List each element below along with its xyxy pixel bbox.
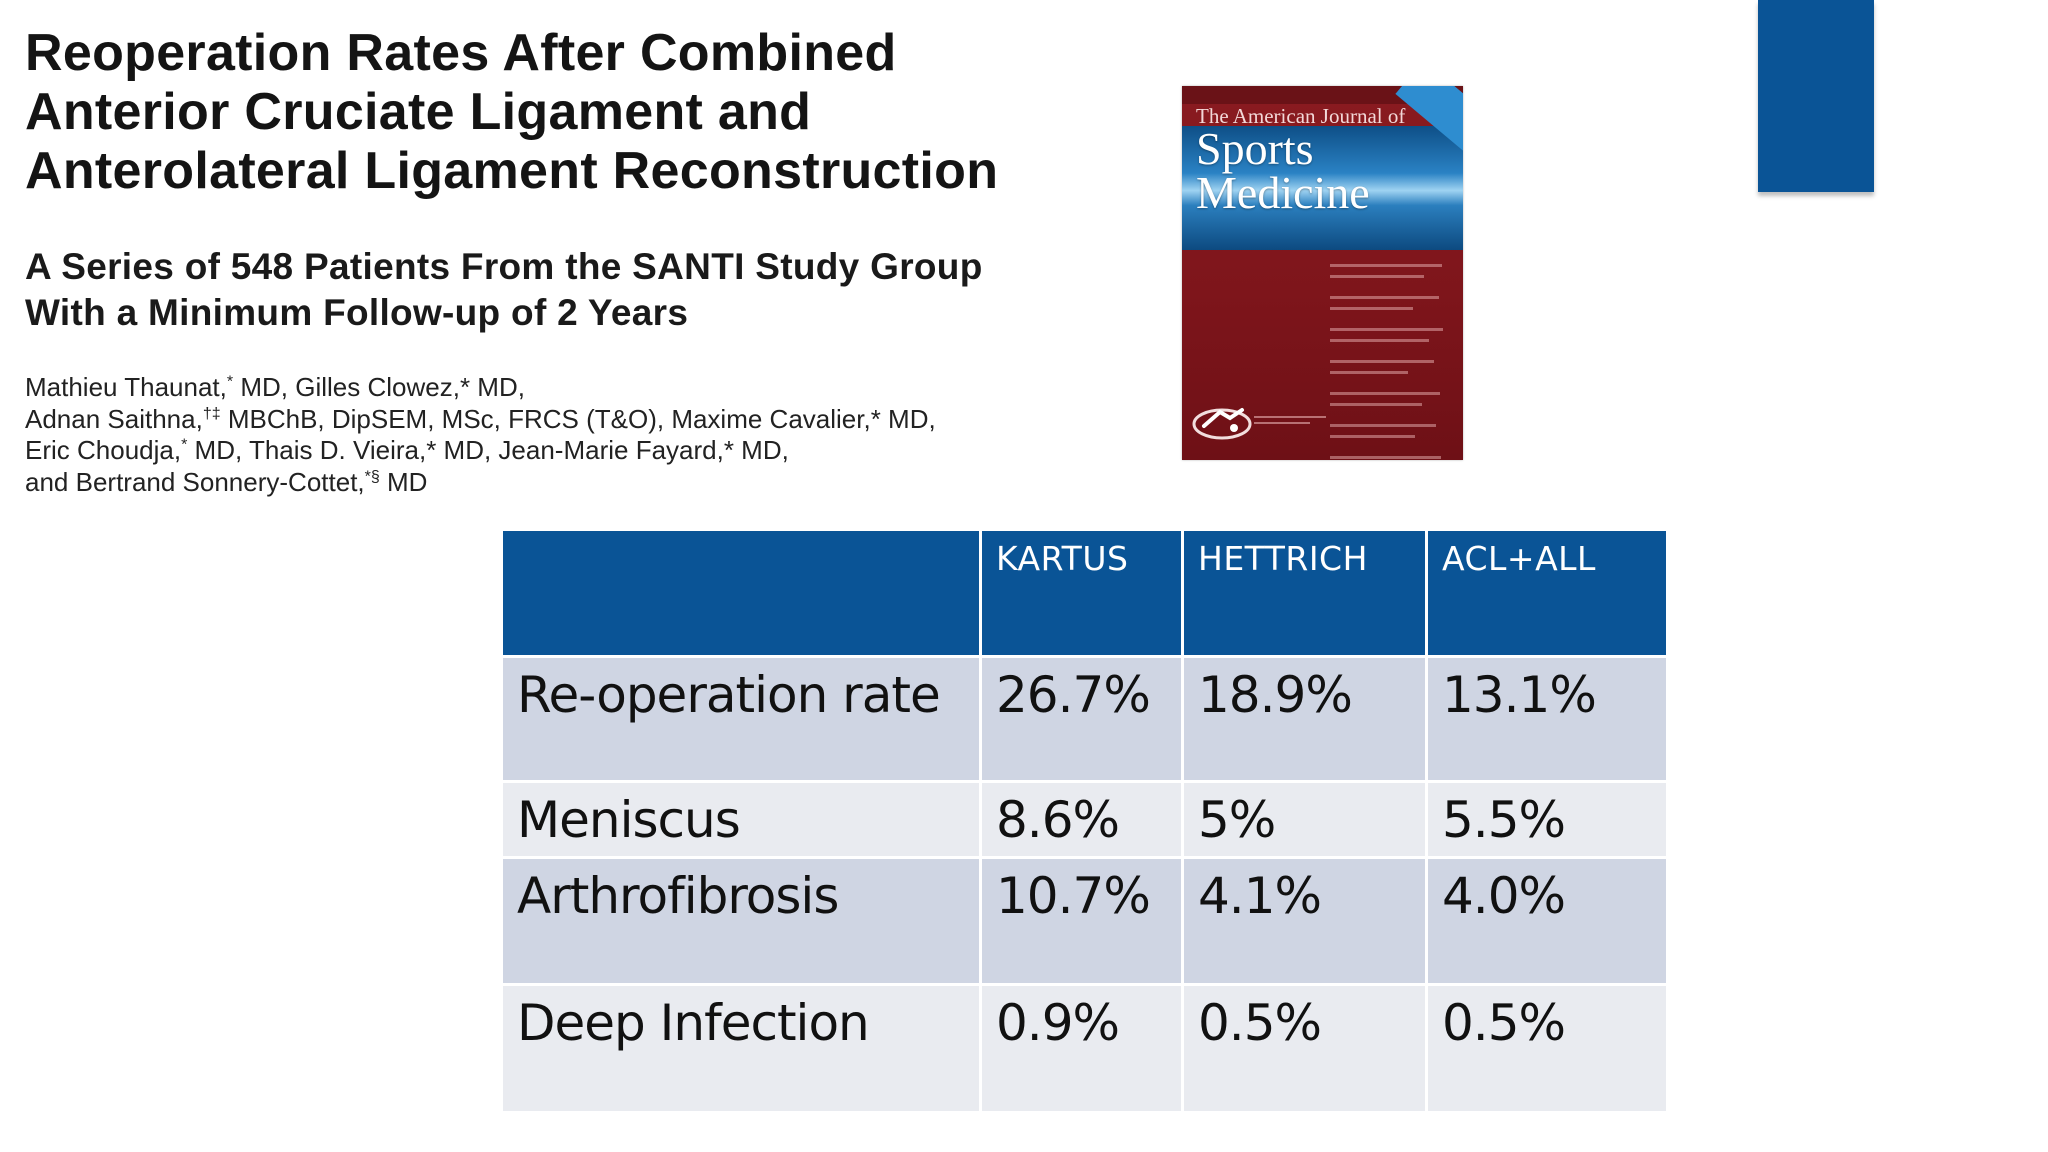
paper-subtitle: A Series of 548 Patients From the SANTI … — [25, 244, 983, 336]
accent-bar — [1758, 0, 1874, 192]
cell-kartus: 26.7% — [979, 655, 1184, 783]
cell-acl-all: 0.5% — [1425, 983, 1669, 1114]
row-label: Re-operation rate — [500, 655, 982, 783]
paper-title-line-1: Reoperation Rates After Combined — [25, 24, 897, 82]
author-line-2: Adnan Saithna,†‡ MBChB, DipSEM, MSc, FRC… — [25, 403, 936, 434]
paper-subtitle-line-2: With a Minimum Follow-up of 2 Years — [25, 292, 689, 333]
journal-cover-image: The American Journal of Sports Medicine — [1182, 86, 1463, 460]
author-line-1: Mathieu Thaunat,* MD, Gilles Clowez,* MD… — [25, 372, 525, 402]
cover-society-logo-icon — [1192, 408, 1252, 440]
paper-subtitle-line-1: A Series of 548 Patients From the SANTI … — [25, 246, 983, 287]
cell-kartus: 8.6% — [979, 780, 1184, 859]
cell-hettrich: 18.9% — [1181, 655, 1428, 783]
cell-hettrich: 0.5% — [1181, 983, 1428, 1114]
paper-title-line-3: Anterolateral Ligament Reconstruction — [25, 142, 999, 200]
cell-acl-all: 13.1% — [1425, 655, 1669, 783]
row-label: Deep Infection — [500, 983, 982, 1114]
reoperation-table: KARTUS HETTRICH ACL+ALL Re-operation rat… — [500, 528, 1669, 1114]
cover-logo-caption — [1254, 416, 1334, 424]
cover-contents-lines — [1330, 264, 1448, 460]
author-line-3: Eric Choudja,* MD, Thais D. Vieira,* MD,… — [25, 435, 789, 465]
table-header-blank — [500, 528, 982, 658]
table-header-kartus: KARTUS — [979, 528, 1184, 658]
row-label: Meniscus — [500, 780, 982, 859]
row-label: Arthrofibrosis — [500, 856, 982, 986]
cell-kartus: 10.7% — [979, 856, 1184, 986]
cover-journal-of: The American Journal of — [1196, 104, 1406, 128]
cover-top-band — [1182, 86, 1463, 104]
paper-title-line-2: Anterior Cruciate Ligament and — [25, 83, 812, 141]
table-header-acl-all: ACL+ALL — [1425, 528, 1669, 658]
cell-kartus: 0.9% — [979, 983, 1184, 1114]
table-row: Arthrofibrosis 10.7% 4.1% 4.0% — [500, 856, 1669, 986]
cover-sports-word: Sports — [1196, 123, 1314, 174]
cover-medicine-word: Medicine — [1196, 167, 1370, 218]
cell-acl-all: 5.5% — [1425, 780, 1669, 859]
author-list: Mathieu Thaunat,* MD, Gilles Clowez,* MD… — [25, 372, 936, 498]
paper-title: Reoperation Rates After Combined Anterio… — [25, 24, 998, 201]
table-header-hettrich: HETTRICH — [1181, 528, 1428, 658]
author-line-4: and Bertrand Sonnery-Cottet,*§ MD — [25, 466, 428, 497]
table-row: Re-operation rate 26.7% 18.9% 13.1% — [500, 655, 1669, 783]
table-row: Meniscus 8.6% 5% 5.5% — [500, 780, 1669, 859]
table-header-row: KARTUS HETTRICH ACL+ALL — [500, 528, 1669, 658]
cell-hettrich: 5% — [1181, 780, 1428, 859]
table-row: Deep Infection 0.9% 0.5% 0.5% — [500, 983, 1669, 1114]
cell-hettrich: 4.1% — [1181, 856, 1428, 986]
cover-wave-band — [1182, 126, 1463, 250]
cell-acl-all: 4.0% — [1425, 856, 1669, 986]
